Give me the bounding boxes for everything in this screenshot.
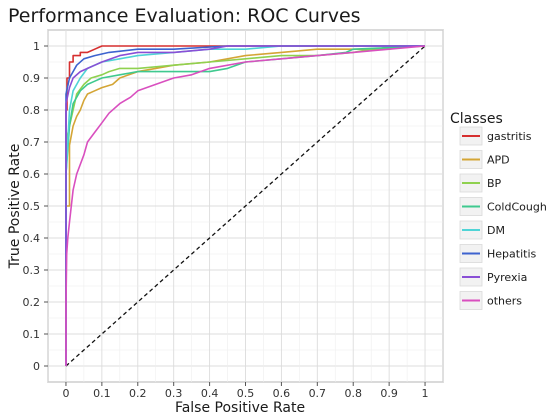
x-tick-label: 0 — [62, 387, 69, 400]
y-tick-label: 0.6 — [23, 168, 41, 181]
roc-curve-apd — [65, 45, 408, 366]
legend-label: ColdCough — [487, 201, 547, 214]
y-tick-label: 0.7 — [23, 136, 41, 149]
y-tick-label: 0.9 — [23, 72, 41, 85]
legend-label: Pyrexia — [487, 271, 527, 284]
chance-diagonal — [65, 45, 426, 367]
legend-label: Hepatitis — [487, 248, 537, 261]
x-tick-label: 0.1 — [93, 387, 111, 400]
y-tick-label: 0.3 — [23, 264, 41, 277]
x-tick-label: 0.8 — [344, 387, 362, 400]
y-tick-label: 1 — [33, 40, 40, 53]
x-tick-label: 0.2 — [129, 387, 147, 400]
grid — [47, 29, 444, 383]
y-tick-label: 0.1 — [23, 328, 41, 341]
legend: Classes gastritis APD BP ColdCough DM Hepatit… — [450, 111, 547, 310]
x-axis-label: False Positive Rate — [175, 400, 305, 416]
roc-curve-pyrexia — [65, 45, 425, 366]
legend-label: gastritis — [487, 130, 532, 143]
legend-title: Classes — [450, 111, 503, 127]
y-tick-label: 0.5 — [23, 200, 41, 213]
y-axis-ticks: 0 0.1 0.2 0.3 0.4 0.5 0.6 0.7 0.8 0.9 1 — [23, 40, 48, 373]
legend-label: BP — [487, 177, 502, 190]
roc-curve-others — [65, 45, 426, 366]
x-tick-label: 0.4 — [201, 387, 219, 400]
x-tick-label: 1 — [422, 387, 429, 400]
roc-curves — [65, 45, 426, 366]
x-tick-label: 0.5 — [237, 387, 255, 400]
y-tick-label: 0.4 — [23, 232, 41, 245]
y-tick-label: 0.2 — [23, 296, 41, 309]
x-tick-label: 0.9 — [380, 387, 398, 400]
legend-label: others — [487, 295, 522, 308]
y-tick-label: 0.8 — [23, 104, 41, 117]
x-axis-ticks: 0 0.1 0.2 0.3 0.4 0.5 0.6 0.7 0.8 0.9 1 — [62, 382, 429, 400]
legend-label: APD — [487, 154, 510, 167]
y-axis-label: True Positive Rate — [7, 144, 23, 270]
x-tick-label: 0.3 — [165, 387, 183, 400]
x-tick-label: 0.7 — [309, 387, 327, 400]
chart-title: Performance Evaluation: ROC Curves — [8, 5, 361, 27]
x-tick-label: 0.6 — [273, 387, 291, 400]
y-tick-label: 0 — [33, 360, 40, 373]
legend-label: DM — [487, 224, 505, 237]
